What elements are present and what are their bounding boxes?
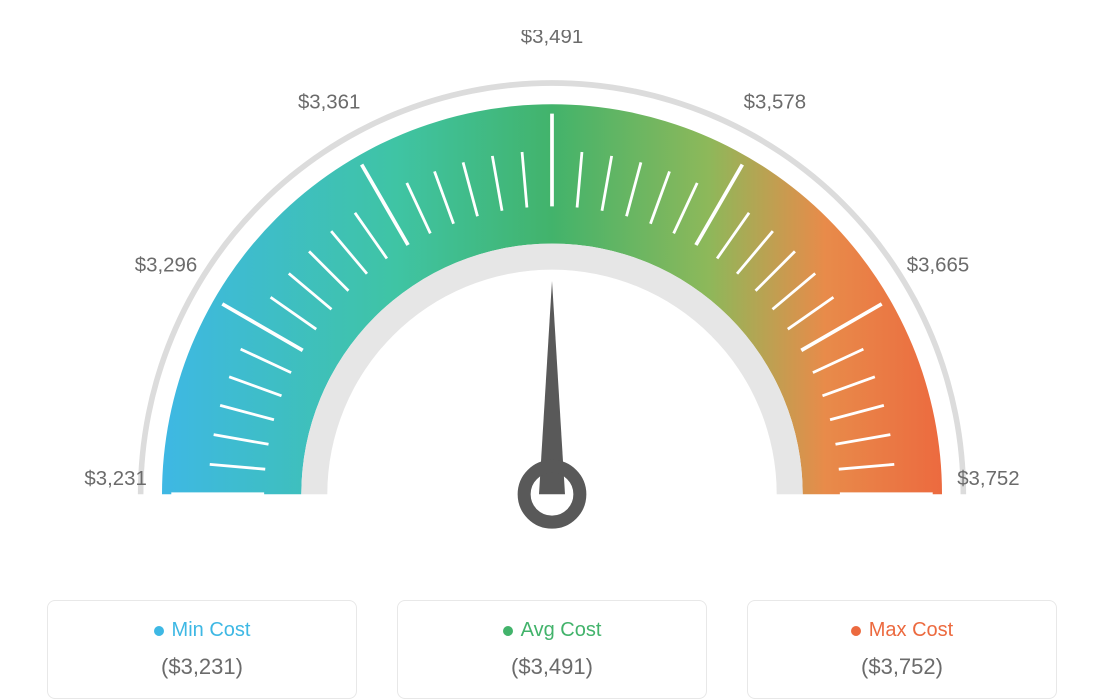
- legend-label-max: Max Cost: [869, 619, 953, 642]
- scale-label: $3,296: [135, 254, 197, 276]
- gauge-chart: $3,231 $3,296 $3,361 $3,491 $3,578 $3,665 $3,7…: [22, 30, 1082, 550]
- legend-card-min: Min Cost ($3,231): [47, 600, 357, 699]
- gauge-container: $3,231 $3,296 $3,361 $3,491 $3,578 $3,665 $3,7…: [20, 30, 1084, 550]
- scale-label: $3,491: [521, 30, 583, 48]
- scale-label: $3,665: [907, 254, 969, 276]
- legend-value-min: ($3,231): [72, 654, 332, 680]
- legend-title-avg: Avg Cost: [422, 619, 682, 642]
- legend-dot-avg: [503, 626, 513, 636]
- scale-label: $3,231: [84, 468, 146, 490]
- legend-label-min: Min Cost: [172, 619, 251, 642]
- legend-label-avg: Avg Cost: [521, 619, 602, 642]
- legend-value-avg: ($3,491): [422, 654, 682, 680]
- legend-card-avg: Avg Cost ($3,491): [397, 600, 707, 699]
- legend-card-max: Max Cost ($3,752): [747, 600, 1057, 699]
- legend-title-max: Max Cost: [772, 619, 1032, 642]
- legend-dot-min: [154, 626, 164, 636]
- scale-label: $3,361: [298, 91, 360, 113]
- legend-title-min: Min Cost: [72, 619, 332, 642]
- legend-dot-max: [851, 626, 861, 636]
- legend-row: Min Cost ($3,231) Avg Cost ($3,491) Max …: [20, 600, 1084, 699]
- scale-label: $3,752: [957, 468, 1019, 490]
- legend-value-max: ($3,752): [772, 654, 1032, 680]
- scale-label: $3,578: [744, 91, 806, 113]
